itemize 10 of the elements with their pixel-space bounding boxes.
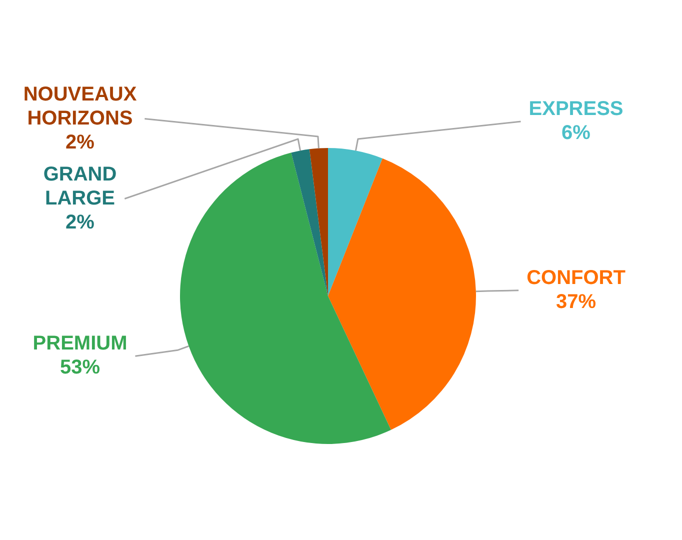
slice-label: GRAND LARGE (43, 163, 117, 210)
data-label: 2% (66, 131, 95, 154)
data-label: 53% (60, 356, 100, 379)
slice-label: PREMIUM (32, 332, 128, 355)
data-label: 37% (556, 290, 596, 313)
data-label: 6% (562, 122, 591, 144)
slice-label: NOUVEAUX HORIZONS (23, 83, 138, 130)
slice-label: CONFORT (526, 266, 626, 289)
data-label: 2% (66, 211, 95, 234)
slice-label: EXPRESS (528, 98, 624, 120)
